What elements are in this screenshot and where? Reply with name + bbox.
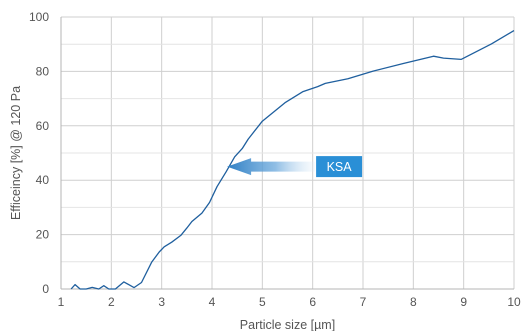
x-tick-label: 1 — [58, 295, 65, 309]
x-tick-label: 8 — [410, 295, 417, 309]
x-tick-label: 3 — [158, 295, 165, 309]
x-axis-title: Particle size [µm] — [240, 318, 335, 331]
y-tick-label: 100 — [29, 10, 49, 24]
x-tick-label: 5 — [259, 295, 266, 309]
series-group — [70, 30, 515, 290]
ksa-label-box — [316, 156, 363, 178]
x-tick-label: 2 — [108, 295, 115, 309]
y-tick-label: 40 — [36, 173, 50, 187]
x-tick-label: 10 — [507, 295, 521, 309]
axes — [60, 17, 514, 290]
x-tick-label: 6 — [309, 295, 316, 309]
x-tick-label: 7 — [360, 295, 367, 309]
ksa-arrow — [227, 158, 316, 176]
annotation-group: KSA — [227, 156, 363, 178]
x-tick-label: 9 — [460, 295, 467, 309]
ksa-label: KSA — [327, 160, 353, 174]
x-tick-label: 4 — [209, 295, 216, 309]
y-axis-title: Efficeincy [%] @ 120 Pa — [9, 86, 23, 220]
y-tick-label: 60 — [36, 119, 50, 133]
y-tick-label: 0 — [42, 282, 49, 296]
y-tick-label: 80 — [36, 64, 50, 78]
efficiency-series-line — [70, 30, 515, 290]
y-tick-label: 20 — [36, 228, 50, 242]
